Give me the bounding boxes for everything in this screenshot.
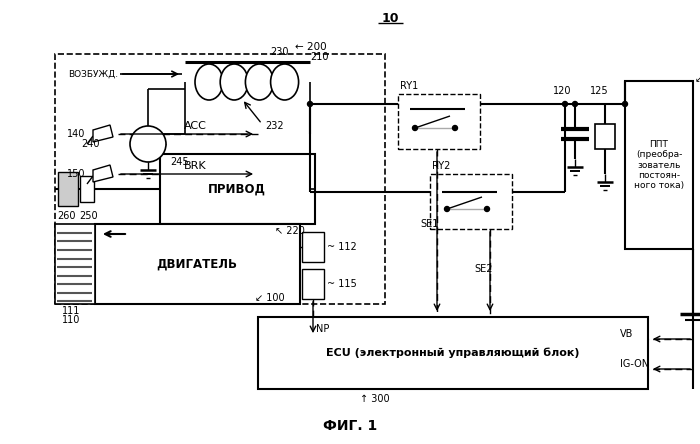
- Ellipse shape: [271, 64, 299, 100]
- Text: BRK: BRK: [183, 161, 206, 171]
- Text: ACC: ACC: [183, 121, 206, 131]
- Text: ← 200: ← 200: [295, 42, 327, 52]
- Text: ~ 112: ~ 112: [327, 242, 357, 252]
- Ellipse shape: [195, 64, 223, 100]
- Polygon shape: [93, 125, 113, 142]
- Text: RY2: RY2: [432, 161, 450, 171]
- Bar: [302, 232, 324, 262]
- Bar: [302, 269, 324, 299]
- Text: IG-ON: IG-ON: [620, 359, 649, 369]
- Circle shape: [563, 102, 568, 107]
- Bar: [55, 54, 385, 304]
- Text: 111: 111: [62, 306, 80, 316]
- Text: ПРИВОД: ПРИВОД: [208, 182, 266, 195]
- Bar: [55, 224, 95, 304]
- Bar: [258, 317, 648, 389]
- Text: ДВИГАТЕЛЬ: ДВИГАТЕЛЬ: [157, 258, 237, 270]
- Text: 210: 210: [310, 52, 328, 62]
- Text: NP: NP: [316, 324, 330, 334]
- Ellipse shape: [220, 64, 248, 100]
- Text: 150: 150: [66, 169, 85, 179]
- Text: 245: 245: [170, 157, 188, 167]
- Text: ↖ 220: ↖ 220: [275, 226, 305, 236]
- Text: 230: 230: [270, 47, 288, 57]
- Text: 140: 140: [66, 129, 85, 139]
- Bar: [625, 81, 693, 249]
- Text: 10: 10: [382, 12, 399, 25]
- Circle shape: [573, 102, 577, 107]
- Text: 260: 260: [57, 211, 76, 221]
- Circle shape: [444, 206, 449, 211]
- Text: ФИГ. 1: ФИГ. 1: [323, 419, 377, 433]
- Text: ~ 115: ~ 115: [327, 279, 357, 289]
- Circle shape: [307, 102, 312, 107]
- Bar: [58, 172, 78, 206]
- Circle shape: [484, 206, 489, 211]
- Text: VB: VB: [620, 329, 634, 339]
- Polygon shape: [93, 165, 113, 182]
- Text: 232: 232: [265, 121, 284, 131]
- Text: SE2: SE2: [475, 264, 493, 274]
- Bar: [430, 174, 512, 229]
- Circle shape: [412, 126, 417, 131]
- Text: 250: 250: [79, 211, 97, 221]
- Text: 125: 125: [590, 86, 608, 96]
- Bar: [595, 124, 615, 149]
- Bar: [80, 176, 94, 202]
- Circle shape: [622, 102, 627, 107]
- Bar: [398, 94, 480, 149]
- Text: ППТ
(преобра-
зователь
постоян-
ного тока): ППТ (преобра- зователь постоян- ного ток…: [634, 140, 684, 190]
- Text: SE1: SE1: [421, 219, 439, 229]
- Text: RY1: RY1: [400, 81, 419, 91]
- Bar: [160, 154, 315, 224]
- Text: 240: 240: [81, 139, 100, 149]
- Text: ↙ 100: ↙ 100: [255, 293, 285, 303]
- Circle shape: [452, 126, 458, 131]
- Text: ↙ 127: ↙ 127: [695, 74, 700, 84]
- Text: 120: 120: [553, 86, 571, 96]
- Text: ↑ 300: ↑ 300: [360, 394, 390, 404]
- Text: ВОЗБУЖД.: ВОЗБУЖД.: [68, 70, 118, 79]
- Text: 110: 110: [62, 315, 80, 325]
- Text: ECU (электронный управляющий блок): ECU (электронный управляющий блок): [326, 348, 580, 358]
- Bar: [95, 224, 300, 304]
- Circle shape: [130, 126, 166, 162]
- Ellipse shape: [246, 64, 274, 100]
